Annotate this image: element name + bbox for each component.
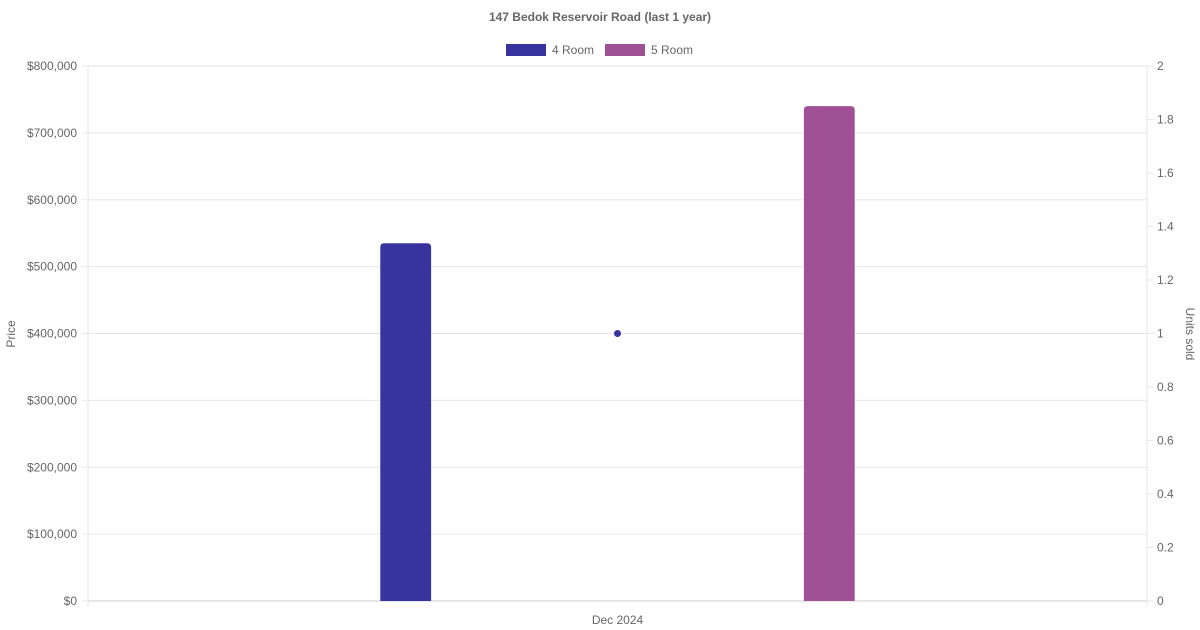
- chart-title: 147 Bedok Reservoir Road (last 1 year): [489, 10, 711, 24]
- right-tick-label: 1.8: [1157, 113, 1174, 127]
- legend-label-4-room: 4 Room: [552, 43, 594, 57]
- x-axis-ticks: Dec 2024: [592, 613, 644, 627]
- legend-swatch-5-room: [605, 44, 645, 56]
- right-tick-label: 0.2: [1157, 541, 1174, 555]
- left-tick-label: $0: [64, 594, 78, 608]
- left-tick-label: $600,000: [27, 193, 77, 207]
- legend-label-5-room: 5 Room: [651, 43, 693, 57]
- y-axis-right-title: Units sold: [1183, 308, 1197, 361]
- left-axis-ticks: $0 $100,000 $200,000 $300,000 $400,000 $500,0…: [27, 59, 77, 608]
- legend-item-4-room[interactable]: 4 Room: [506, 43, 594, 57]
- points: [614, 330, 621, 337]
- right-tick-label: 0.8: [1157, 380, 1174, 394]
- legend[interactable]: 4 Room 5 Room: [506, 43, 693, 57]
- y-axis-left-title: Price: [4, 320, 18, 348]
- right-tick-label: 1.2: [1157, 273, 1174, 287]
- right-axis-ticks: 0 0.2 0.4 0.6 0.8 1 1.2 1.4 1.6 1.8 2: [1157, 59, 1174, 608]
- right-tick-label: 1.4: [1157, 220, 1174, 234]
- right-tick-label: 0.6: [1157, 434, 1174, 448]
- left-tick-label: $200,000: [27, 460, 77, 474]
- legend-item-5-room[interactable]: 5 Room: [605, 43, 693, 57]
- right-tick-label: 2: [1157, 59, 1164, 73]
- left-tick-label: $300,000: [27, 393, 77, 407]
- legend-swatch-4-room: [506, 44, 546, 56]
- left-tick-label: $800,000: [27, 59, 77, 73]
- right-tick-label: 1.6: [1157, 166, 1174, 180]
- bars: [380, 106, 855, 601]
- right-tick-label: 0: [1157, 594, 1164, 608]
- x-tick-label: Dec 2024: [592, 613, 644, 627]
- left-tick-label: $100,000: [27, 527, 77, 541]
- bar-5-room[interactable]: [803, 106, 855, 601]
- left-tick-label: $400,000: [27, 327, 77, 341]
- left-tick-label: $700,000: [27, 126, 77, 140]
- point-units-sold[interactable]: [614, 330, 621, 337]
- right-tick-label: 0.4: [1157, 487, 1174, 501]
- bar-4-room[interactable]: [380, 243, 432, 601]
- right-tick-label: 1: [1157, 327, 1164, 341]
- left-tick-label: $500,000: [27, 260, 77, 274]
